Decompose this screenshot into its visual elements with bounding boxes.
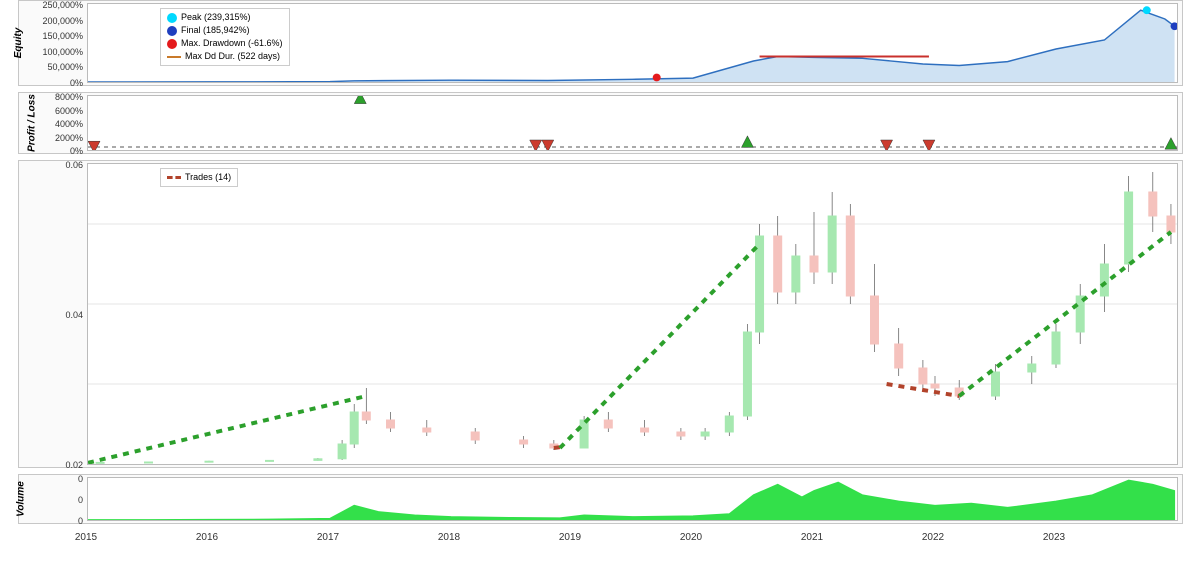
pl-plot[interactable] [87,95,1178,151]
x-tick: 2023 [1043,532,1065,543]
legend-row: Max. Drawdown (-61.6%) [167,37,283,50]
trades-legend-label: Trades (14) [185,171,231,184]
legend-row: Peak (239,315%) [167,11,283,24]
legend-swatch [167,39,177,49]
y-tick: 250,000% [42,0,83,10]
legend-swatch [167,26,177,36]
legend-label: Final (185,942%) [181,24,250,37]
pl-panel: Profit / Loss 0%2000%4000%6000%8000% [18,92,1183,154]
x-tick: 2022 [922,532,944,543]
legend-label: Max. Drawdown (-61.6%) [181,37,283,50]
volume-panel: Volume 000 [18,474,1183,524]
legend-row: Max Dd Dur. (522 days) [167,50,283,63]
x-tick: 2017 [317,532,339,543]
price-legend: Trades (14) [160,168,238,187]
legend-swatch [167,13,177,23]
price-plot[interactable]: Trades (14) [87,163,1178,465]
y-tick: 8000% [55,92,83,102]
trades-swatch [167,176,181,179]
x-tick: 2021 [801,532,823,543]
equity-panel: Equity 0%50,000%100,000%150,000%200,000%… [18,0,1183,86]
pl-yticks: 0% 2000% 4000% 6000% 8000% [19,93,85,153]
volume-plot[interactable] [87,477,1178,521]
y-tick: 0.04 [65,310,83,320]
y-tick: 0.06 [65,160,83,170]
equity-plot[interactable]: Peak (239,315%)Final (185,942%)Max. Draw… [87,3,1178,83]
y-tick: 6000% [55,106,83,116]
x-tick: 2015 [75,532,97,543]
equity-legend: Peak (239,315%)Final (185,942%)Max. Draw… [160,8,290,66]
x-tick: 2018 [438,532,460,543]
y-tick: 200,000% [42,16,83,26]
legend-row: Final (185,942%) [167,24,283,37]
y-tick: 0.02 [65,460,83,470]
y-tick: 0 [78,516,83,526]
y-tick: 0% [70,146,83,156]
y-tick: 0% [70,78,83,88]
legend-label: Peak (239,315%) [181,11,251,24]
y-tick: 0 [78,495,83,505]
x-axis: 201520162017201820192020202120222023 [86,530,1179,546]
y-tick: 0 [78,474,83,484]
x-tick: 2016 [196,532,218,543]
price-yticks: 0.02 0.04 0.06 [19,161,85,467]
x-tick: 2020 [680,532,702,543]
equity-yticks: 0% 50,000% 100,000% 150,000% 200,000% 250,000… [19,1,85,85]
x-tick: 2019 [559,532,581,543]
volume-yticks: 0 0 0 [19,475,85,523]
legend-label: Max Dd Dur. (522 days) [185,50,280,63]
price-panel: 0.02 0.04 0.06 Trades (14) [18,160,1183,468]
chart-stack: Equity 0%50,000%100,000%150,000%200,000%… [18,0,1183,546]
y-tick: 50,000% [47,62,83,72]
y-tick: 100,000% [42,47,83,57]
y-tick: 150,000% [42,31,83,41]
legend-swatch [167,56,181,58]
y-tick: 2000% [55,133,83,143]
y-tick: 4000% [55,119,83,129]
